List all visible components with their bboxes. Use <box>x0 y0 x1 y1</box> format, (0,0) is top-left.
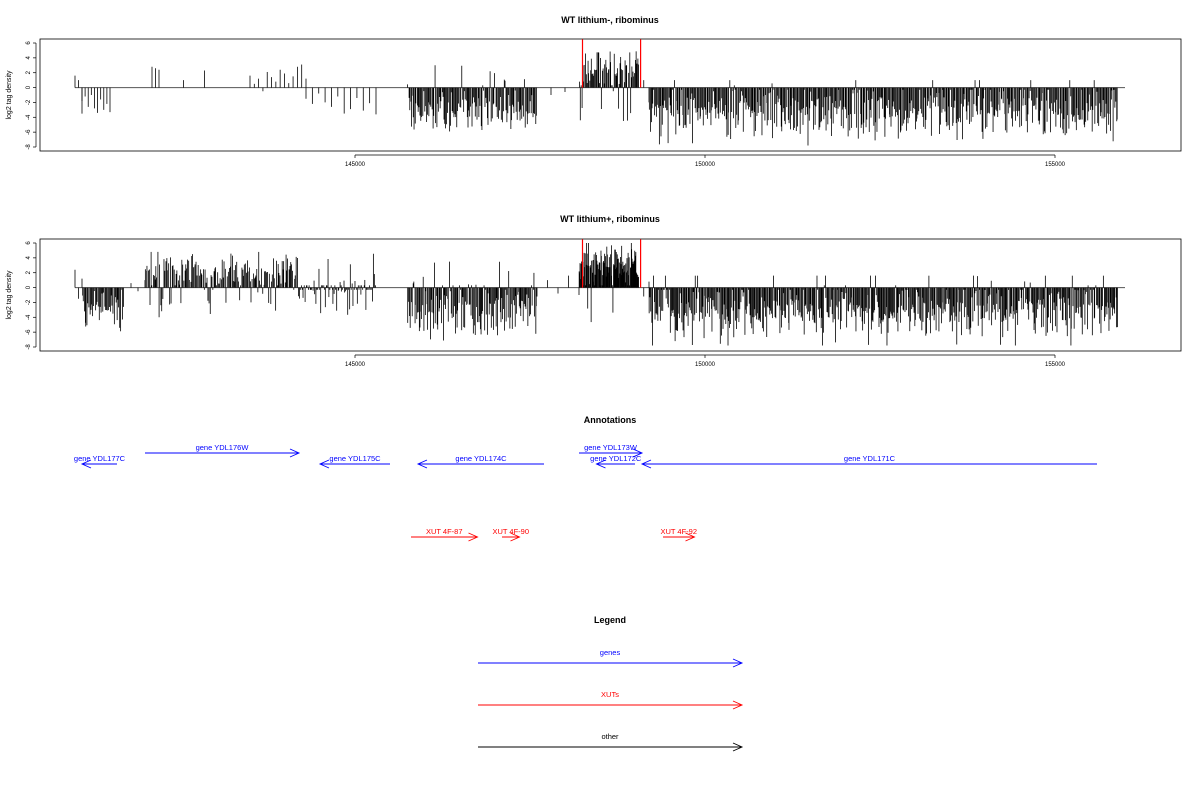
arrow-head-icon <box>468 532 479 542</box>
feature-label: gene YDL177C <box>74 454 126 463</box>
annotation-feature: gene YDL172C <box>590 454 642 469</box>
coverage-bars <box>74 39 1125 146</box>
legend-label: other <box>601 732 619 741</box>
x-tick-label: 145000 <box>345 162 366 168</box>
annotation-feature: gene YDL176W <box>145 443 301 458</box>
arrow-head-icon <box>595 459 606 469</box>
legend-items: genes XUTs other <box>478 648 744 752</box>
x-tick-label: 150000 <box>695 162 716 168</box>
arrow-head-icon <box>685 532 696 542</box>
x-axis: 145000 150000 155000 <box>345 154 1066 168</box>
x-tick-label: 155000 <box>1045 162 1066 168</box>
legend-label: XUTs <box>601 690 619 699</box>
arrow-head-icon <box>632 448 644 458</box>
legend-item: other <box>478 732 744 752</box>
y-axis-label: log2 tag density <box>6 270 13 320</box>
y-tick-label: 2 <box>26 70 32 74</box>
y-tick-label: -4 <box>26 314 32 320</box>
arrow-head-icon <box>732 742 744 752</box>
annotation-feature: gene YDL175C <box>318 454 390 469</box>
y-tick-label: 0 <box>26 285 32 289</box>
arrow-head-icon <box>289 448 301 458</box>
annotation-features: gene YDL177C gene YDL176W gene YDL175C gene… <box>74 443 1097 542</box>
feature-label: gene YDL172C <box>590 454 642 463</box>
y-tick-label: 0 <box>26 85 32 89</box>
y-tick-label: 4 <box>26 256 32 260</box>
arrow-head-icon <box>318 459 330 469</box>
coverage-panel-lithium-minus: WT lithium-, ribominus log2 tag density … <box>6 15 1182 168</box>
y-tick-label: 4 <box>26 56 32 60</box>
y-axis: 6 4 2 0 -2 -4 -6 -8 <box>26 241 37 350</box>
feature-label: XUT 4F-92 <box>660 527 697 536</box>
feature-label: gene YDL174C <box>455 454 507 463</box>
annotation-feature: XUT 4F-87 <box>411 527 479 542</box>
legend-title: Legend <box>594 615 626 625</box>
annotation-feature: XUT 4F-92 <box>660 527 697 542</box>
chart-title: WT lithium-, ribominus <box>561 15 659 25</box>
y-tick-label: 2 <box>26 270 32 274</box>
feature-label: XUT 4F-90 <box>492 527 529 536</box>
annotation-feature: XUT 4F-90 <box>492 527 529 542</box>
annotation-feature: gene YDL174C <box>416 454 544 469</box>
feature-label: gene YDL176W <box>196 443 250 452</box>
y-tick-label: 6 <box>26 41 32 45</box>
legend: Legend genes XUTs other <box>478 615 744 752</box>
y-tick-label: -4 <box>26 114 32 120</box>
plot-frame <box>39 238 1182 352</box>
arrow-head-icon <box>510 532 521 542</box>
feature-label: gene YDL175C <box>329 454 381 463</box>
annotation-feature: gene YDL177C <box>74 454 126 469</box>
feature-label: gene YDL171C <box>844 454 896 463</box>
y-tick-label: -6 <box>26 329 32 335</box>
y-tick-label: -8 <box>26 144 32 150</box>
y-tick-label: -8 <box>26 344 32 350</box>
chart-title: WT lithium+, ribominus <box>560 214 660 224</box>
arrow-head-icon <box>732 658 744 668</box>
y-axis: 6 4 2 0 -2 -4 -6 -8 <box>26 41 37 150</box>
arrow-head-icon <box>80 459 92 469</box>
y-tick-label: -2 <box>26 299 32 305</box>
legend-item: XUTs <box>478 690 744 710</box>
arrow-head-icon <box>640 459 652 469</box>
y-axis-label: log2 tag density <box>6 70 13 120</box>
y-tick-label: -6 <box>26 129 32 135</box>
coverage-panel-lithium-plus: WT lithium+, ribominus log2 tag density … <box>6 214 1182 368</box>
feature-label: gene YDL173W <box>584 443 638 452</box>
annotations-title: Annotations <box>584 415 637 425</box>
x-axis: 145000 150000 155000 <box>345 354 1066 368</box>
annotation-feature: gene YDL173W <box>579 443 644 458</box>
y-tick-label: -2 <box>26 99 32 105</box>
legend-item: genes <box>478 648 744 668</box>
arrow-head-icon <box>732 700 744 710</box>
x-tick-label: 145000 <box>345 362 366 368</box>
x-tick-label: 150000 <box>695 362 716 368</box>
annotation-feature: gene YDL171C <box>640 454 1097 469</box>
feature-label: XUT 4F-87 <box>426 527 463 536</box>
coverage-bars <box>74 239 1125 346</box>
y-tick-label: 6 <box>26 241 32 245</box>
plot-frame <box>39 38 1182 152</box>
arrow-head-icon <box>416 459 428 469</box>
x-tick-label: 155000 <box>1045 362 1066 368</box>
legend-label: genes <box>600 648 621 657</box>
